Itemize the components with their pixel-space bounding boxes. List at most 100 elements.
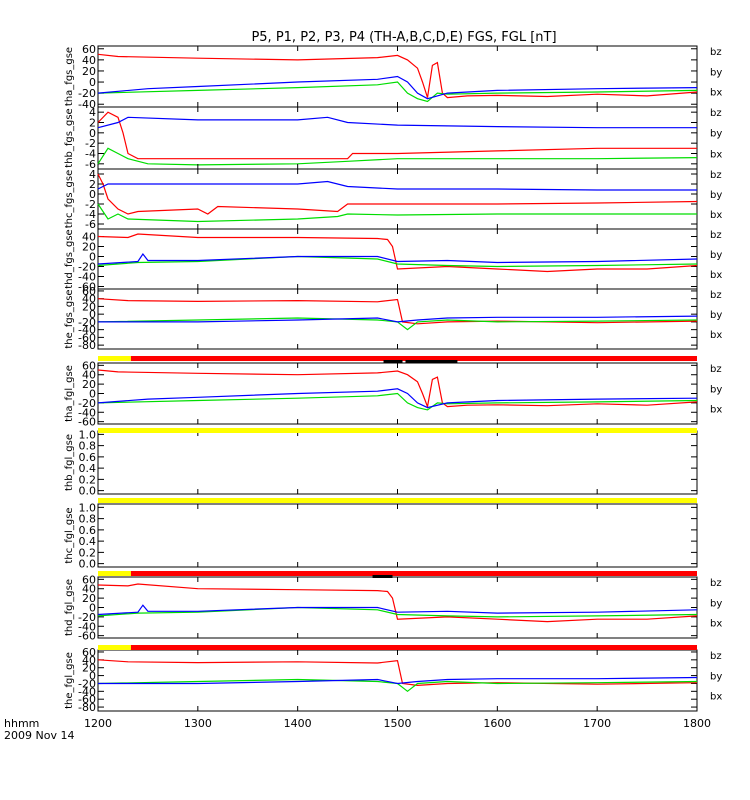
- y-tick-label: 1.0: [79, 501, 97, 514]
- status-segment: [130, 356, 697, 361]
- y-tick-label: -20: [78, 261, 96, 274]
- series-line-by: [97, 678, 698, 693]
- status-bar: [98, 498, 697, 503]
- y-tick-label: 0.4: [79, 535, 97, 548]
- panel-ylabel: tha_fgl_gse: [64, 365, 75, 422]
- y-tick-label: 40: [82, 54, 96, 67]
- panel-frame: [97, 288, 698, 350]
- legend-label-bz: bz: [710, 47, 722, 58]
- y-tick-label: -6: [85, 218, 96, 231]
- y-tick-label: 2: [89, 117, 96, 130]
- legend-label-bz: bz: [710, 364, 722, 375]
- series-line-by: [97, 392, 698, 411]
- y-tick-label: 0.8: [79, 440, 97, 453]
- series-line-by: [97, 255, 698, 268]
- y-tick-label: -20: [78, 316, 96, 329]
- legend-label-bz: bz: [710, 230, 722, 241]
- legend-label-by: by: [710, 671, 722, 682]
- series-line-by: [97, 147, 698, 166]
- y-tick-label: 60: [82, 646, 96, 659]
- legend-label-bx: bx: [710, 210, 722, 221]
- x-tick-label: 1700: [583, 717, 611, 730]
- y-tick-label: 20: [82, 300, 96, 313]
- panel: 420-2-4-6 thb_fgs_gse bz by bx: [64, 106, 722, 171]
- y-tick-label: -60: [78, 331, 96, 344]
- x-tick-label: 1200: [84, 717, 112, 730]
- series-line-bz: [97, 233, 698, 273]
- y-tick-label: 4: [89, 168, 96, 181]
- panel-ylabel: tha_fgs_gse: [64, 47, 75, 106]
- y-tick-label: 0: [89, 127, 96, 140]
- y-tick-label: 40: [82, 231, 96, 244]
- y-tick-label: 0.0: [79, 485, 97, 498]
- y-tick-label: 0: [89, 602, 96, 615]
- y-tick-label: -20: [78, 611, 96, 624]
- series-line-bz: [97, 53, 698, 99]
- legend-label-by: by: [710, 250, 722, 261]
- y-tick-label: -6: [85, 158, 96, 171]
- series-line-bz: [97, 369, 698, 409]
- y-tick-label: 20: [82, 65, 96, 78]
- panel-ylabel: thb_fgs_gse: [64, 108, 75, 167]
- x-tick-label: 1600: [483, 717, 511, 730]
- panel-ylabel: thd_fgl_gse: [64, 579, 75, 636]
- legend-label-by: by: [710, 190, 722, 201]
- y-tick-label: 40: [82, 583, 96, 596]
- legend-label-bz: bz: [710, 290, 722, 301]
- y-tick-label: 40: [82, 654, 96, 667]
- y-tick-label: -4: [85, 148, 96, 161]
- panel-ylabel: the_fgs_gse: [64, 289, 75, 348]
- y-tick-label: 0: [89, 188, 96, 201]
- series-line-bz: [97, 583, 698, 623]
- y-tick-label: -40: [78, 685, 96, 698]
- series-line-by: [97, 81, 698, 103]
- legend-label-bx: bx: [710, 619, 722, 630]
- y-tick-label: -40: [78, 271, 96, 284]
- status-segment: [98, 571, 131, 576]
- x-axis-label-date: 2009 Nov 14: [4, 729, 74, 742]
- y-tick-label: -20: [78, 87, 96, 100]
- y-tick-label: 4: [89, 106, 96, 119]
- y-tick-label: 60: [82, 573, 96, 586]
- legend-label-by: by: [710, 384, 722, 395]
- y-tick-label: -60: [78, 630, 96, 643]
- series-line-bx: [97, 252, 698, 265]
- series-line-bx: [97, 388, 698, 409]
- y-tick-label: -20: [78, 677, 96, 690]
- panel-frame: [97, 228, 698, 290]
- panel-frame: [97, 649, 698, 712]
- y-tick-label: 60: [82, 285, 96, 298]
- panel: 1.00.80.60.40.20.0 thb_fgl_gse: [64, 428, 698, 498]
- status-segment: [130, 571, 697, 576]
- y-tick-label: 0.2: [79, 473, 97, 486]
- series-line-bz: [97, 111, 697, 160]
- y-tick-label: -40: [78, 620, 96, 633]
- series-line-bx: [98, 315, 698, 323]
- x-tick-label: 1500: [384, 717, 412, 730]
- legend-label-by: by: [710, 598, 722, 609]
- panel-frame: [97, 576, 698, 639]
- y-tick-label: 20: [82, 241, 96, 254]
- y-tick-label: -80: [78, 339, 96, 352]
- y-tick-label: 60: [82, 43, 96, 56]
- legend-label-by: by: [710, 310, 722, 321]
- y-tick-label: -40: [78, 324, 96, 337]
- panel-ylabel: thd_fgs_gse: [64, 229, 75, 288]
- y-tick-label: -60: [78, 693, 96, 706]
- y-tick-label: 0: [89, 388, 96, 401]
- legend-label-by: by: [710, 129, 722, 140]
- y-tick-label: -80: [78, 701, 96, 714]
- status-segment: [98, 498, 697, 503]
- y-tick-label: 0: [89, 670, 96, 683]
- status-bar: [98, 428, 697, 433]
- y-tick-label: 20: [82, 378, 96, 391]
- panel-ylabel: thb_fgl_gse: [64, 434, 75, 491]
- y-tick-label: -60: [78, 416, 96, 429]
- series-line-by: [97, 606, 698, 618]
- chart-title: P5, P1, P2, P3, P4 (TH-A,B,C,D,E) FGS, F…: [251, 30, 556, 45]
- panel-ylabel: the_fgl_gse: [64, 652, 75, 709]
